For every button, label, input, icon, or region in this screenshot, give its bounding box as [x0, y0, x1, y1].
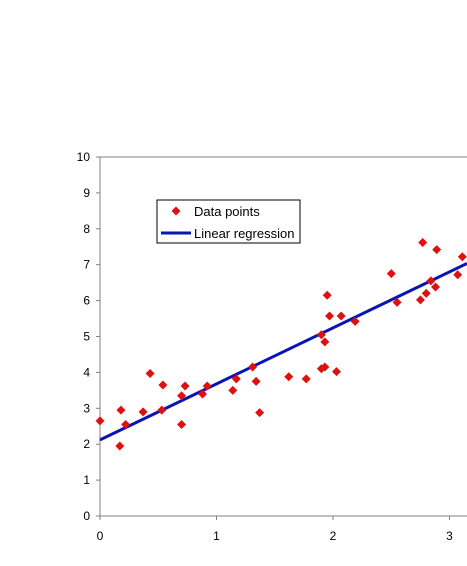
data-point [320, 337, 330, 347]
data-point [426, 276, 436, 286]
data-point [177, 391, 187, 401]
y-tick-label: 0 [83, 509, 90, 523]
x-tick-label: 0 [97, 529, 104, 543]
legend: Data points Linear regression [156, 199, 301, 244]
data-point [386, 269, 396, 279]
data-point [177, 419, 187, 429]
regression-line [99, 262, 467, 442]
y-tick-label: 7 [83, 258, 90, 272]
data-point [332, 367, 342, 377]
data-point [453, 270, 463, 280]
data-point [95, 416, 105, 426]
data-point [251, 376, 261, 386]
data-point [145, 368, 155, 378]
y-axis-ticks: 0 1 2 3 4 5 6 7 8 9 10 [77, 150, 100, 523]
data-point [248, 362, 258, 372]
y-tick-label: 1 [83, 473, 90, 487]
data-point [457, 252, 467, 262]
data-point [316, 330, 326, 340]
x-tick-label: 1 [213, 529, 220, 543]
data-point [202, 381, 212, 391]
legend-box [156, 199, 301, 244]
x-tick-label: 3 [446, 529, 453, 543]
y-tick-label: 9 [83, 186, 90, 200]
y-tick-label: 6 [83, 294, 90, 308]
data-point [392, 297, 402, 307]
data-point [415, 295, 425, 305]
data-point [336, 311, 346, 321]
y-tick-label: 5 [83, 330, 90, 344]
legend-label-data-points: Data points [194, 204, 260, 219]
data-point [418, 237, 428, 247]
data-point [157, 405, 167, 415]
data-point [322, 290, 332, 300]
data-point [116, 405, 126, 415]
data-point [180, 381, 190, 391]
x-tick-label: 2 [330, 529, 337, 543]
regression-layer [99, 262, 467, 442]
data-point [198, 389, 208, 399]
y-tick-label: 2 [83, 437, 90, 451]
data-point [350, 316, 360, 326]
legend-diamond-icon [171, 206, 181, 216]
data-point [228, 385, 238, 395]
legend-label-linear-regression: Linear regression [194, 226, 294, 241]
data-point [255, 408, 265, 418]
data-point [115, 441, 125, 451]
data-points-layer [95, 237, 467, 451]
data-point [432, 245, 442, 255]
y-tick-label: 4 [83, 365, 90, 379]
data-point [138, 407, 148, 417]
data-point [431, 282, 441, 292]
y-tick-label: 8 [83, 222, 90, 236]
data-point [320, 362, 330, 372]
data-point [421, 288, 431, 298]
data-point [325, 311, 335, 321]
data-point [301, 374, 311, 384]
data-point [158, 380, 168, 390]
data-point [231, 374, 241, 384]
data-point [121, 419, 131, 429]
y-tick-label: 10 [77, 150, 91, 164]
y-tick-label: 3 [83, 401, 90, 415]
x-axis-ticks: 0 1 2 3 [97, 516, 453, 543]
data-point [284, 372, 294, 382]
